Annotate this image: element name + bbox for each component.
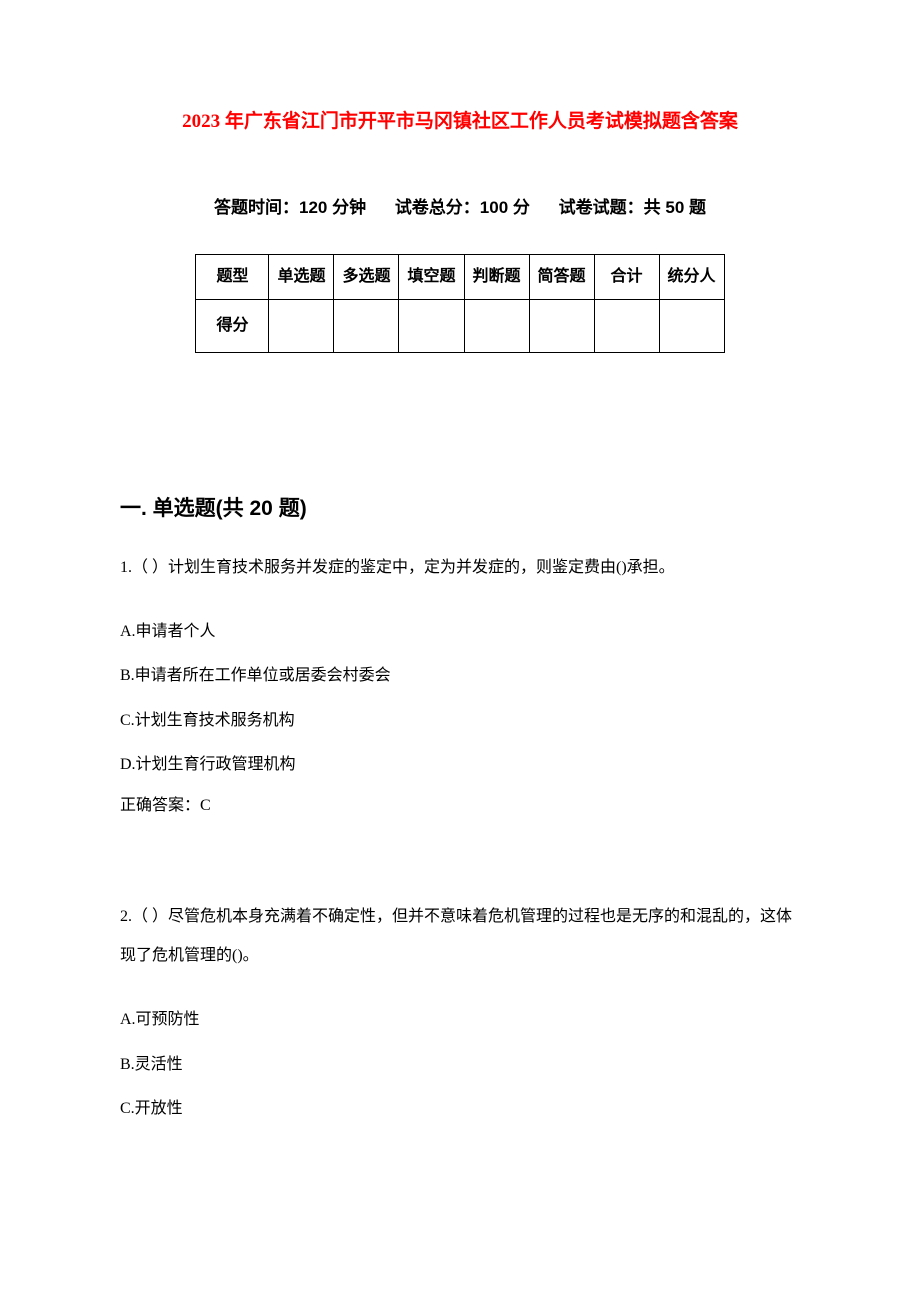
col-header: 多选题 (334, 255, 399, 300)
meta-line: 答题时间：120 分钟 试卷总分：100 分 试卷试题：共 50 题 (120, 195, 800, 221)
col-header: 填空题 (399, 255, 464, 300)
question-stem: 1.（ ）计划生育技术服务并发症的鉴定中，定为并发症的，则鉴定费由()承担。 (120, 549, 800, 587)
question-option: B.申请者所在工作单位或居委会村委会 (120, 661, 800, 691)
col-header: 合计 (594, 255, 659, 300)
score-cell (659, 300, 724, 353)
question-option: A.可预防性 (120, 1005, 800, 1035)
table-row: 题型 单选题 多选题 填空题 判断题 简答题 合计 统分人 (196, 255, 724, 300)
col-header: 统分人 (659, 255, 724, 300)
question-option: A.申请者个人 (120, 617, 800, 647)
question-answer: 正确答案：C (120, 794, 800, 818)
question-option: D.计划生育行政管理机构 (120, 750, 800, 780)
meta-count: 试卷试题：共 50 题 (559, 198, 706, 217)
score-cell (269, 300, 334, 353)
question-stem: 2.（ ）尽管危机本身充满着不确定性，但并不意味着危机管理的过程也是无序的和混乱… (120, 898, 800, 975)
question-option: B.灵活性 (120, 1050, 800, 1080)
question-2: 2.（ ）尽管危机本身充满着不确定性，但并不意味着危机管理的过程也是无序的和混乱… (120, 898, 800, 1124)
score-table: 题型 单选题 多选题 填空题 判断题 简答题 合计 统分人 得分 (195, 254, 724, 353)
score-cell (529, 300, 594, 353)
meta-time: 答题时间：120 分钟 (214, 198, 366, 217)
document-title: 2023 年广东省江门市开平市马冈镇社区工作人员考试模拟题含答案 (120, 108, 800, 137)
question-option: C.开放性 (120, 1094, 800, 1124)
table-row: 得分 (196, 300, 724, 353)
question-option: C.计划生育技术服务机构 (120, 706, 800, 736)
section-heading: 一. 单选题(共 20 题) (120, 493, 800, 525)
col-header: 题型 (196, 255, 269, 300)
score-cell (399, 300, 464, 353)
col-header: 单选题 (269, 255, 334, 300)
meta-total: 试卷总分：100 分 (395, 198, 530, 217)
col-header: 简答题 (529, 255, 594, 300)
row-label: 得分 (196, 300, 269, 353)
page: 2023 年广东省江门市开平市马冈镇社区工作人员考试模拟题含答案 答题时间：12… (0, 0, 920, 1302)
question-1: 1.（ ）计划生育技术服务并发症的鉴定中，定为并发症的，则鉴定费由()承担。 A… (120, 549, 800, 819)
col-header: 判断题 (464, 255, 529, 300)
score-cell (594, 300, 659, 353)
score-cell (334, 300, 399, 353)
score-cell (464, 300, 529, 353)
